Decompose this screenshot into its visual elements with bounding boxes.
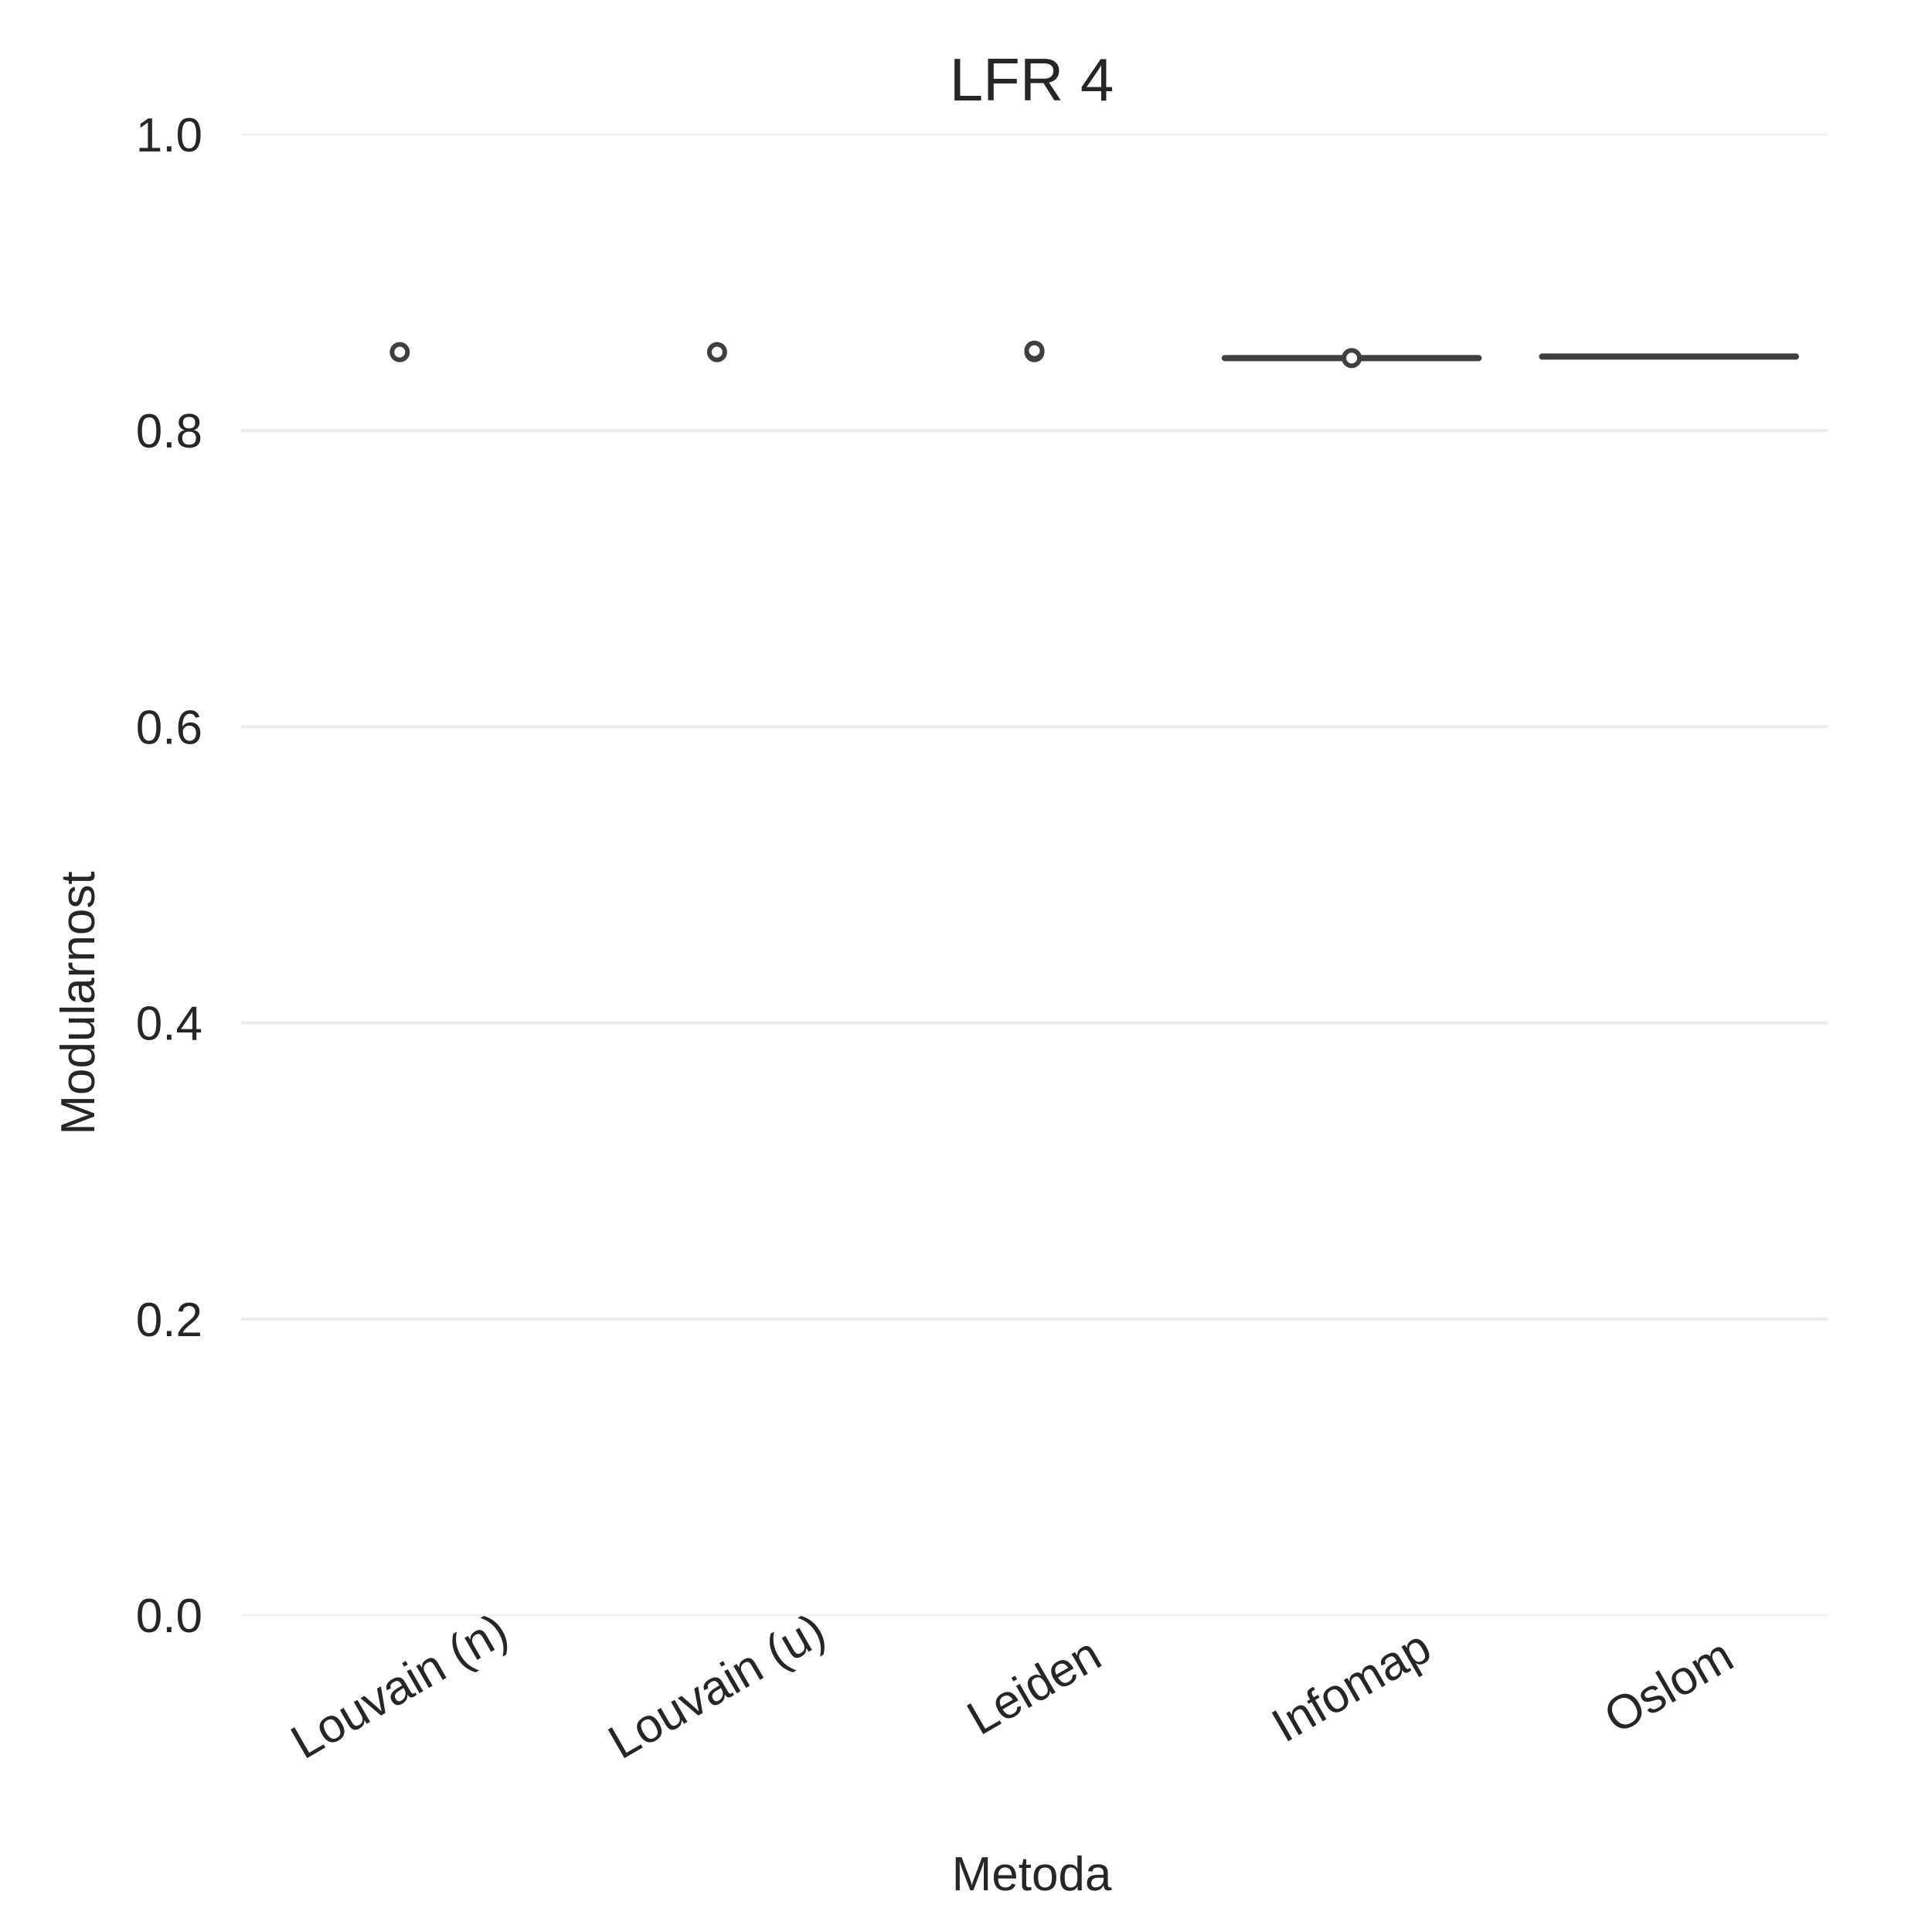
box-group-2	[1024, 340, 1045, 362]
box-plots	[389, 340, 1799, 369]
y-tick-label-3: 0.6	[136, 701, 202, 754]
chart-title: LFR 4	[950, 46, 1114, 114]
x-tick-label-1: Louvain (u)	[600, 1604, 834, 1770]
y-axis-label: Modularnost	[52, 871, 105, 1134]
y-tick-label-0: 0.0	[136, 1590, 202, 1643]
x-tick-label-3: Infomap	[1264, 1620, 1440, 1753]
x-tick-label-4: Oslom	[1596, 1629, 1743, 1744]
x-axis-label: Metoda	[952, 1848, 1112, 1901]
y-tick-label-5: 1.0	[136, 109, 202, 162]
outlier-point-1-0	[706, 342, 727, 362]
box-group-0	[389, 342, 410, 362]
grid-lines	[241, 133, 1828, 1617]
y-tick-label-4: 0.8	[136, 405, 202, 458]
outlier-point-0-0	[389, 342, 410, 362]
x-tick-labels: Louvain (n) Louvain (u) Leiden Infomap Oslom	[282, 1604, 1742, 1770]
x-tick-label-2: Leiden	[958, 1628, 1110, 1746]
outlier-point-2-1	[1024, 340, 1045, 361]
y-tick-labels: 0.0 0.2 0.4 0.6 0.8 1.0	[136, 109, 202, 1643]
outlier-point-3-0	[1342, 348, 1362, 369]
box-group-1	[706, 342, 727, 362]
y-tick-label-2: 0.4	[136, 998, 202, 1051]
y-tick-label-1: 0.2	[136, 1294, 202, 1347]
x-tick-label-0: Louvain (n)	[282, 1604, 516, 1770]
box-group-3	[1221, 348, 1482, 369]
